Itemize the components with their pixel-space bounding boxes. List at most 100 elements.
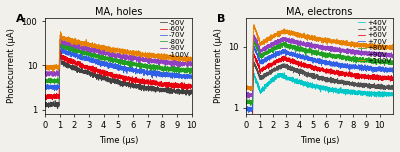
-60V xyxy=(99,71,104,73)
+40V xyxy=(244,125,249,127)
-60V xyxy=(189,87,194,89)
+100V xyxy=(280,32,285,34)
+60V xyxy=(380,76,385,78)
+40V xyxy=(391,94,396,96)
-70V xyxy=(105,61,110,63)
+50V xyxy=(387,88,392,90)
-90V xyxy=(171,61,176,63)
+100V xyxy=(249,90,254,92)
-100V xyxy=(99,47,104,49)
-60V xyxy=(171,84,176,86)
+100V xyxy=(244,87,249,89)
+100V xyxy=(252,24,256,26)
-80V xyxy=(105,57,110,59)
-70V xyxy=(52,90,57,92)
+80V xyxy=(244,101,249,103)
+70V xyxy=(391,70,396,72)
-60V xyxy=(50,99,55,101)
Legend: +40V, +50V, +60V, +70V, +80V, +90V, +100V: +40V, +50V, +60V, +70V, +80V, +90V, +100… xyxy=(357,19,392,65)
Line: +50V: +50V xyxy=(246,62,393,126)
+80V xyxy=(377,60,382,62)
+90V xyxy=(380,56,385,57)
-50V xyxy=(42,103,47,105)
+90V xyxy=(330,48,335,50)
+80V xyxy=(248,105,253,107)
-90V xyxy=(99,52,104,54)
Line: +70V: +70V xyxy=(246,46,393,112)
+80V xyxy=(391,62,396,64)
-100V xyxy=(171,54,176,56)
+100V xyxy=(278,32,282,33)
+50V xyxy=(380,86,385,88)
+40V xyxy=(282,72,286,74)
Line: +80V: +80V xyxy=(246,40,393,106)
+60V xyxy=(244,117,249,119)
-100V xyxy=(58,31,63,33)
-100V xyxy=(186,59,191,60)
-100V xyxy=(59,38,64,39)
+60V xyxy=(244,121,249,122)
-60V xyxy=(68,61,73,63)
-90V xyxy=(186,64,191,66)
-100V xyxy=(68,42,73,44)
-100V xyxy=(50,71,55,73)
-70V xyxy=(42,88,47,90)
-90V xyxy=(68,44,73,46)
+50V xyxy=(280,66,285,68)
-80V xyxy=(68,46,73,48)
+100V xyxy=(330,41,335,43)
+50V xyxy=(377,85,382,87)
Line: +40V: +40V xyxy=(246,73,393,126)
-90V xyxy=(58,35,63,37)
+40V xyxy=(280,72,285,74)
+60V xyxy=(252,53,256,55)
+90V xyxy=(247,97,252,99)
-80V xyxy=(186,69,191,70)
-50V xyxy=(58,54,63,56)
+60V xyxy=(387,76,392,78)
-100V xyxy=(105,47,110,49)
+40V xyxy=(377,92,382,93)
-80V xyxy=(189,71,194,73)
+80V xyxy=(251,39,256,41)
-50V xyxy=(171,88,176,90)
Line: +90V: +90V xyxy=(246,35,393,98)
Line: +60V: +60V xyxy=(246,54,393,121)
+60V xyxy=(391,78,396,80)
+50V xyxy=(244,125,249,127)
-90V xyxy=(189,64,194,65)
-90V xyxy=(105,52,110,54)
Y-axis label: Photocurrent (μA): Photocurrent (μA) xyxy=(214,28,222,103)
-70V xyxy=(186,76,191,78)
+90V xyxy=(244,96,249,98)
+100V xyxy=(387,45,392,46)
-60V xyxy=(186,85,191,87)
+50V xyxy=(252,61,256,63)
+90V xyxy=(280,37,285,39)
+40V xyxy=(330,90,335,91)
Line: -100V: -100V xyxy=(45,32,192,72)
+80V xyxy=(280,45,285,47)
-90V xyxy=(59,42,64,44)
-100V xyxy=(189,57,194,59)
+40V xyxy=(380,91,385,93)
-50V xyxy=(68,66,73,68)
Line: -50V: -50V xyxy=(45,55,192,109)
-50V xyxy=(189,92,194,93)
-70V xyxy=(189,75,194,77)
+60V xyxy=(278,60,282,61)
-80V xyxy=(99,57,104,59)
-80V xyxy=(59,45,64,46)
+50V xyxy=(330,81,335,83)
Text: A: A xyxy=(16,14,24,24)
Line: -60V: -60V xyxy=(45,50,192,100)
+90V xyxy=(278,41,282,43)
-70V xyxy=(59,49,64,51)
+90V xyxy=(251,34,256,36)
-50V xyxy=(55,108,60,110)
-60V xyxy=(59,57,64,59)
+50V xyxy=(391,88,396,90)
Line: +100V: +100V xyxy=(246,25,393,91)
+90V xyxy=(391,54,396,56)
X-axis label: Time (μs): Time (μs) xyxy=(98,136,138,145)
